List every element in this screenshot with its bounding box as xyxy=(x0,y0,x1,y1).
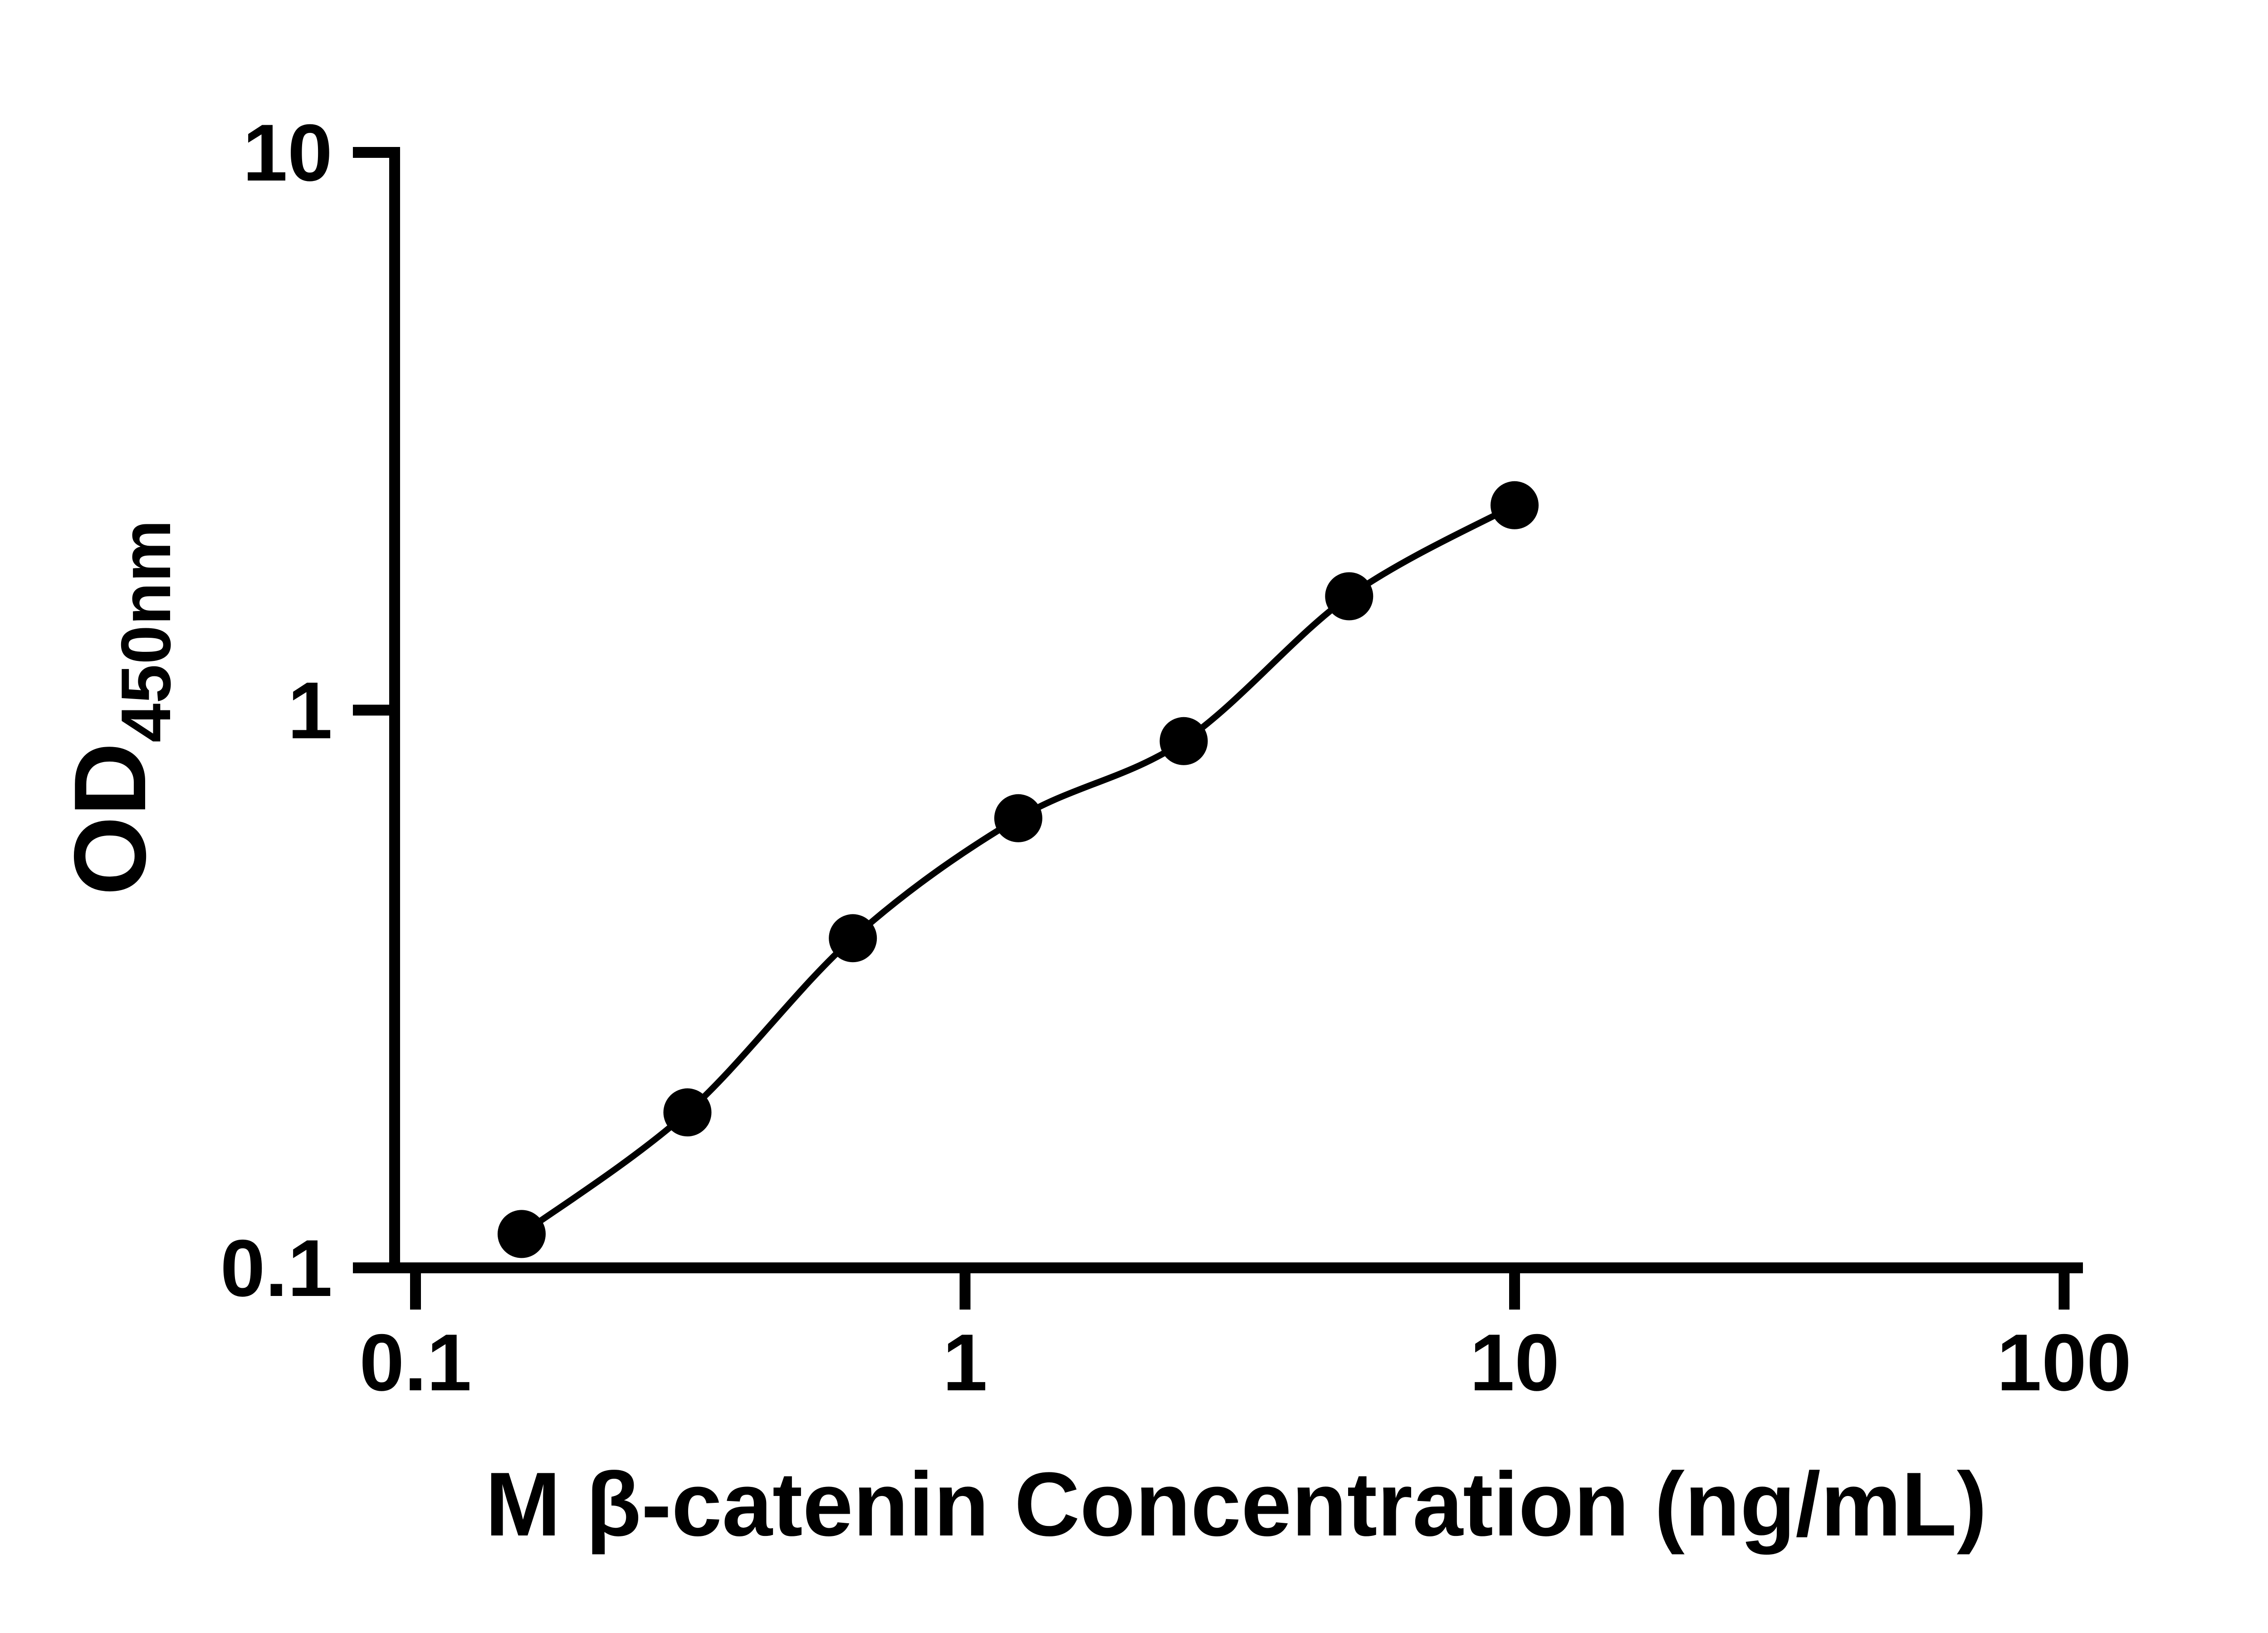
axis-spines xyxy=(389,147,2083,1273)
y-axis-title: OD450nm xyxy=(53,520,185,896)
data-point-marker xyxy=(498,1210,546,1258)
y-axis-tick-label: 1 xyxy=(288,665,332,756)
y-axis-title-main: OD xyxy=(53,743,167,896)
data-point-marker xyxy=(994,794,1042,842)
x-axis-tick-label: 10 xyxy=(1470,1317,1559,1408)
axes: 0.1 1 10 0.1 1 10 100 xyxy=(220,108,2131,1408)
data-point-marker xyxy=(1491,481,1539,529)
data-point-marker xyxy=(829,914,877,963)
data-point-marker xyxy=(663,1088,712,1137)
y-axis-tick-label: 0.1 xyxy=(220,1223,332,1313)
data-point-marker xyxy=(1159,717,1208,765)
x-axis-tick-label: 0.1 xyxy=(359,1317,471,1408)
x-axis-title: M β-catenin Concentration (ng/mL) xyxy=(485,1454,1987,1555)
y-axis-tick-label: 10 xyxy=(243,108,332,198)
data-point-marker xyxy=(1325,572,1374,621)
y-axis-title-subscript: 450nm xyxy=(107,520,185,743)
x-axis-tick-label: 100 xyxy=(1997,1317,2131,1408)
data-series xyxy=(498,481,1539,1258)
x-axis-tick-label: 1 xyxy=(943,1317,987,1408)
